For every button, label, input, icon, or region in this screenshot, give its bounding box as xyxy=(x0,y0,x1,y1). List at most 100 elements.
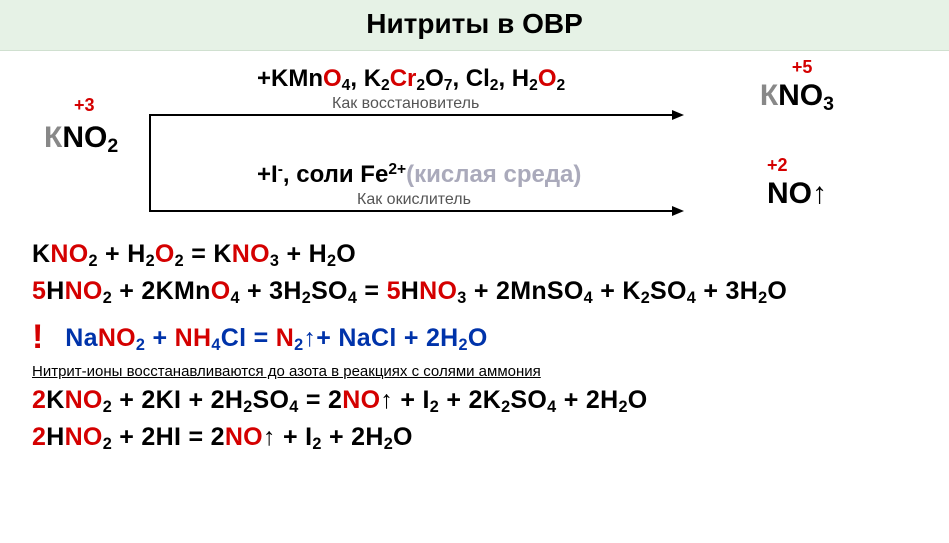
e4-eq: = 2 xyxy=(299,386,343,414)
r2-arrow: ↑ xyxy=(812,177,827,210)
scheme-top-reagents: +KMnO4, K2Cr2O7, Cl2, H2O2 xyxy=(257,65,565,95)
e5-m3: + 2H xyxy=(322,423,384,451)
e5-s2: 2 xyxy=(103,435,112,453)
b-sup2p: 2+ xyxy=(388,161,406,178)
content-area: +3 КNO2 +KMnO4, K2Cr2O7, Cl2, H2O2 Как в… xyxy=(0,51,949,454)
equation-4: 2KNO2 + 2KI + 2H2SO4 = 2NO↑ + I2 + 2K2SO… xyxy=(32,386,929,417)
e4-Oe: O xyxy=(628,386,648,414)
e4-K: K xyxy=(46,386,64,414)
e2-m2: + 3H xyxy=(240,277,302,305)
e3-NH: NH xyxy=(175,324,212,352)
e2-s2b: 2 xyxy=(302,289,311,307)
e1-s3: 3 xyxy=(270,252,279,270)
equation-5: 2HNO2 + 2HI = 2NO↑ + I2 + 2H2O xyxy=(32,423,929,454)
e1-NO3: NO xyxy=(232,240,270,268)
reaction-scheme: +3 КNO2 +KMnO4, K2Cr2O7, Cl2, H2O2 Как в… xyxy=(32,59,929,234)
e1-s2c: 2 xyxy=(175,252,184,270)
r-tail: , Cl xyxy=(452,65,489,92)
r2-NO: NO xyxy=(767,177,812,210)
note-underline: Нитрит-ионы восстанавливаются до азота в… xyxy=(32,363,929,380)
e4-s4: 4 xyxy=(289,398,298,416)
e2-s2c: 2 xyxy=(641,289,650,307)
r-s2d: 2 xyxy=(529,77,538,94)
e1-O: O xyxy=(155,240,175,268)
e4-NOr: NO xyxy=(342,386,380,414)
e5-NOr: NO xyxy=(225,423,263,451)
e2-Oe: O xyxy=(767,277,787,305)
e4-m4: + 2H xyxy=(557,386,619,414)
e4-m: + 2KI + 2H xyxy=(112,386,243,414)
e1-p2: + H xyxy=(279,240,327,268)
e2-NO3: NO xyxy=(419,277,457,305)
e3-s4: 4 xyxy=(211,336,220,354)
e5-Oe: O xyxy=(393,423,413,451)
e2-5: 5 xyxy=(32,277,46,305)
e1-NO: NO xyxy=(50,240,88,268)
e5-up: ↑ xyxy=(263,423,276,451)
e3-s2c: 2 xyxy=(459,336,468,354)
e3-p: + xyxy=(145,324,174,352)
r-s2e: 2 xyxy=(557,77,566,94)
r1-sub3: 3 xyxy=(823,93,834,115)
r-O7: O xyxy=(425,65,444,92)
e4-s2b: 2 xyxy=(243,398,252,416)
e2-s3: 3 xyxy=(457,289,466,307)
e5-NO: NO xyxy=(65,423,103,451)
r-O: O xyxy=(323,65,342,92)
e4-s2c: 2 xyxy=(430,398,439,416)
e5-m: + 2HI = 2 xyxy=(112,423,225,451)
e2-m3: + 2MnSO xyxy=(467,277,584,305)
e1-p: + H xyxy=(98,240,146,268)
equation-3: ! NaNO2 + NH4Cl = N2↑+ NaCl + 2H2O xyxy=(32,318,929,357)
e2-SO2: SO xyxy=(650,277,687,305)
r-s2: 2 xyxy=(381,77,390,94)
e3-Cl: Cl xyxy=(221,324,247,352)
e4-SO: SO xyxy=(253,386,290,414)
scheme-bot-reagents: +I-, соли Fe2+(кислая среда) xyxy=(257,161,581,189)
e1-s2b: 2 xyxy=(146,252,155,270)
e2-m4: + K xyxy=(593,277,641,305)
b-tail1: , соли Fe xyxy=(283,161,388,188)
r-Cr: Cr xyxy=(390,65,417,92)
e1-s2d: 2 xyxy=(327,252,336,270)
e4-m3: + 2K xyxy=(439,386,501,414)
e2-m: + 2KMn xyxy=(112,277,211,305)
r-O2b: O xyxy=(538,65,557,92)
e3-Oe: O xyxy=(468,324,488,352)
e2-m5: + 3H xyxy=(696,277,758,305)
r1-NO: NO xyxy=(778,79,823,112)
e4-2: 2 xyxy=(32,386,46,414)
ox-state-r2: +2 xyxy=(767,155,788,176)
e3-N2: N xyxy=(276,324,294,352)
e2-s4d: 4 xyxy=(687,289,696,307)
e4-s2e: 2 xyxy=(618,398,627,416)
e5-s2c: 2 xyxy=(312,435,321,453)
e2-H: H xyxy=(46,277,64,305)
e2-s4c: 4 xyxy=(584,289,593,307)
scheme-top-sublabel: Как восстановитель xyxy=(332,95,479,113)
e2-NO: NO xyxy=(65,277,103,305)
e2-O: O xyxy=(211,277,231,305)
bang-icon: ! xyxy=(32,318,58,357)
r-pre: +KMn xyxy=(257,65,323,92)
e2-5b: 5 xyxy=(387,277,401,305)
e4-m2: + I xyxy=(393,386,430,414)
r1-K: К xyxy=(760,79,778,112)
e5-2: 2 xyxy=(32,423,46,451)
e3-up: ↑ xyxy=(303,324,316,352)
r-s2b: 2 xyxy=(416,77,425,94)
e2-s4b: 4 xyxy=(348,289,357,307)
r-h: , H xyxy=(498,65,529,92)
e4-SO2: SO xyxy=(510,386,547,414)
e4-s4b: 4 xyxy=(547,398,556,416)
ox-state-r1: +5 xyxy=(792,57,813,78)
e1-Oe: O xyxy=(336,240,356,268)
e1-K: K xyxy=(32,240,50,268)
b-plusI: +I xyxy=(257,161,278,188)
scheme-right-bot-formula: +2 NO↑ xyxy=(767,177,827,211)
b-env: (кислая среда) xyxy=(406,161,581,188)
scheme-bot-sublabel: Как окислитель xyxy=(357,191,471,209)
e4-s2: 2 xyxy=(103,398,112,416)
e5-s2d: 2 xyxy=(384,435,393,453)
e2-s2: 2 xyxy=(103,289,112,307)
